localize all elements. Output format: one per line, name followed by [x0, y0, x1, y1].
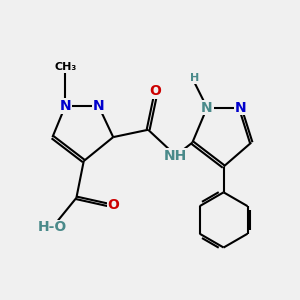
Text: O: O	[107, 198, 119, 212]
Text: N: N	[234, 101, 246, 115]
Text: N: N	[93, 99, 104, 113]
Text: O: O	[150, 84, 161, 98]
Text: N: N	[201, 101, 213, 115]
Text: H: H	[190, 73, 199, 83]
Text: NH: NH	[164, 148, 188, 163]
Text: CH₃: CH₃	[54, 62, 76, 72]
Text: H-O: H-O	[38, 220, 67, 234]
Text: N: N	[59, 99, 71, 113]
